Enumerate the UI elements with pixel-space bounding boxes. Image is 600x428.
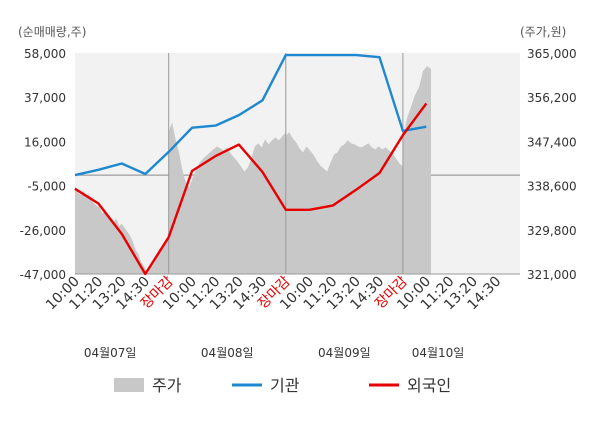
legend-label: 기관 (270, 376, 300, 395)
left-axis: (순매매량,주) 58,000 37,000 16,000 -5,000 -26,000 -… (18, 25, 86, 282)
right-axis: (주가,원) 365,000 356,200 347,400 338,600 329,80… (520, 25, 577, 282)
left-tick-label: -26,000 (20, 224, 66, 238)
right-tick-label: 365,000 (527, 47, 577, 61)
price-area-segment (75, 185, 169, 274)
left-tick-label: 58,000 (24, 47, 66, 61)
price-area (75, 66, 431, 274)
legend-swatch-price (114, 378, 144, 392)
x-axis: 10:0011:2013:2014:30장마감10:0011:2013:2014… (43, 273, 504, 313)
date-label: 04월07일 (84, 346, 137, 360)
series-line-기관 (74, 53, 427, 177)
date-labels: 04월07일 04월08일 04월09일 04월10일 (84, 346, 465, 360)
right-tick-label: 338,600 (527, 180, 577, 194)
left-tick-label: 16,000 (24, 135, 66, 149)
right-tick-label: 347,400 (527, 135, 577, 149)
left-tick-label: -5,000 (27, 180, 66, 194)
left-axis-unit: (순매매량,주) (18, 25, 86, 39)
left-tick-label: 37,000 (24, 91, 66, 105)
series-line-외국인 (74, 102, 428, 276)
left-tick-label: -47,000 (20, 268, 66, 282)
right-axis-unit: (주가,원) (520, 25, 566, 39)
price-area-segment (285, 132, 403, 274)
price-area-segment (402, 66, 431, 274)
right-tick-label: 356,200 (527, 91, 577, 105)
right-tick-label: 321,000 (527, 268, 577, 282)
date-label: 04월08일 (201, 346, 254, 360)
price-area-segment (168, 122, 286, 274)
date-label: 04월09일 (318, 346, 371, 360)
legend-label: 주가 (152, 376, 182, 395)
right-tick-label: 329,800 (527, 224, 577, 238)
date-label: 04월10일 (412, 346, 465, 360)
legend-label: 외국인 (407, 376, 451, 395)
legend: 주가 기관 외국인 (114, 376, 451, 395)
